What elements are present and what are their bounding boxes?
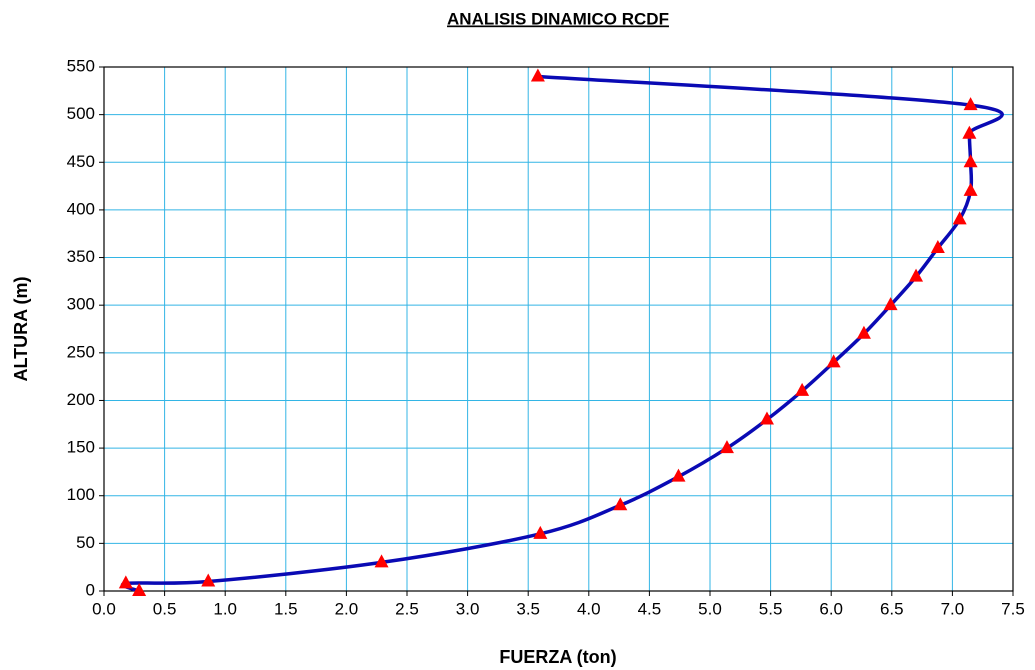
marker <box>530 68 545 82</box>
x-tick-label: 2.0 <box>335 599 359 618</box>
x-tick-label: 1.5 <box>274 599 298 618</box>
x-tick-label: 0.5 <box>153 599 177 618</box>
y-tick-label: 500 <box>67 104 95 123</box>
x-tick-label: 0.0 <box>92 599 116 618</box>
marker <box>856 325 871 339</box>
chart-title: ANALISIS DINAMICO RCDF <box>447 9 669 28</box>
series-line <box>120 74 1004 593</box>
x-tick-label: 5.0 <box>698 599 722 618</box>
plot-frame <box>103 66 1014 592</box>
marker <box>374 554 389 568</box>
marker <box>533 525 548 539</box>
y-tick-label: 50 <box>76 533 95 552</box>
x-tick-label: 7.5 <box>1001 599 1025 618</box>
x-tick-label: 6.5 <box>880 599 904 618</box>
y-tick-label: 450 <box>67 152 95 171</box>
y-tick-label: 0 <box>86 580 95 599</box>
marker <box>963 97 978 111</box>
marker <box>795 382 810 396</box>
y-axis-title: ALTURA (m) <box>11 277 31 382</box>
marker <box>962 125 977 139</box>
y-tick-label: 250 <box>67 342 95 361</box>
x-axis-title: FUERZA (ton) <box>499 647 616 667</box>
x-tick-label: 6.0 <box>819 599 843 618</box>
marker <box>930 240 945 254</box>
x-tick-label: 7.0 <box>941 599 965 618</box>
marker <box>883 297 898 311</box>
marker <box>759 411 774 425</box>
marker <box>826 354 841 368</box>
y-tick-label: 550 <box>67 56 95 75</box>
marker <box>132 583 147 596</box>
marker <box>671 468 686 482</box>
x-tick-label: 2.5 <box>395 599 419 618</box>
marker <box>613 497 628 511</box>
y-tick-label: 400 <box>67 199 95 218</box>
x-tick-label: 4.0 <box>577 599 601 618</box>
marker <box>201 573 216 587</box>
y-tick-label: 200 <box>67 390 95 409</box>
marker <box>909 268 924 282</box>
marker <box>118 575 133 589</box>
x-tick-label: 1.0 <box>213 599 237 618</box>
y-tick-label: 150 <box>67 438 95 457</box>
x-tick-label: 3.0 <box>456 599 480 618</box>
x-tick-label: 5.5 <box>759 599 783 618</box>
y-tick-label: 350 <box>67 247 95 266</box>
x-tick-label: 3.5 <box>516 599 540 618</box>
marker <box>719 440 734 454</box>
y-tick-label: 100 <box>67 485 95 504</box>
marker <box>963 182 978 196</box>
marker <box>952 211 967 225</box>
marker <box>963 154 978 168</box>
y-tick-label: 300 <box>67 295 95 314</box>
x-tick-label: 4.5 <box>638 599 662 618</box>
